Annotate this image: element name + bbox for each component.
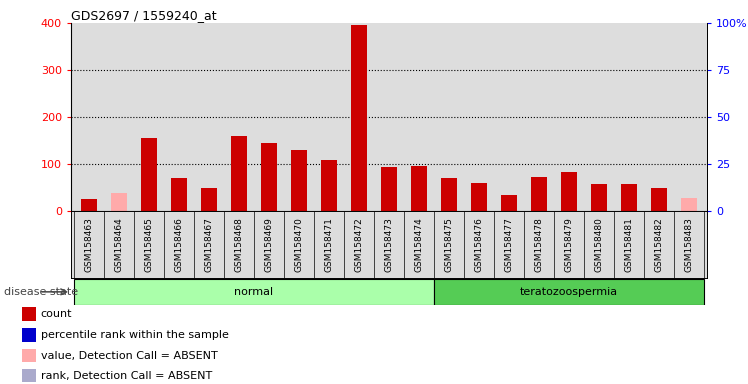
Text: GSM158467: GSM158467	[204, 217, 213, 272]
Bar	[411, 166, 427, 211]
Bar	[81, 199, 97, 211]
Text: GDS2697 / 1559240_at: GDS2697 / 1559240_at	[71, 9, 217, 22]
Text: normal: normal	[234, 287, 274, 297]
Text: GSM158463: GSM158463	[85, 217, 94, 272]
Bar	[22, 307, 36, 321]
Text: GSM158477: GSM158477	[504, 217, 513, 272]
Text: percentile rank within the sample: percentile rank within the sample	[41, 330, 229, 340]
Text: GSM158476: GSM158476	[474, 217, 483, 272]
Text: GSM158465: GSM158465	[144, 217, 153, 272]
Bar	[200, 188, 217, 211]
Bar	[261, 143, 278, 211]
Text: GSM158471: GSM158471	[325, 217, 334, 272]
Bar	[351, 25, 367, 211]
Bar	[171, 178, 187, 211]
Bar	[111, 193, 127, 211]
Text: GSM158480: GSM158480	[595, 217, 604, 272]
Text: GSM158466: GSM158466	[174, 217, 183, 272]
Bar	[231, 136, 248, 211]
Text: GSM158470: GSM158470	[295, 217, 304, 272]
Text: disease state: disease state	[4, 287, 78, 297]
Bar	[22, 328, 36, 342]
Text: GSM158483: GSM158483	[684, 217, 693, 272]
Text: teratozoospermia: teratozoospermia	[520, 287, 618, 297]
Text: GSM158473: GSM158473	[384, 217, 393, 272]
FancyBboxPatch shape	[74, 279, 434, 305]
Text: GSM158475: GSM158475	[444, 217, 453, 272]
Text: rank, Detection Call = ABSENT: rank, Detection Call = ABSENT	[41, 371, 212, 381]
Bar	[500, 195, 517, 211]
Bar	[22, 369, 36, 382]
Bar	[381, 167, 397, 211]
Text: GSM158468: GSM158468	[235, 217, 244, 272]
Text: GSM158474: GSM158474	[414, 217, 423, 272]
Bar	[681, 198, 697, 211]
FancyBboxPatch shape	[434, 279, 704, 305]
Bar	[441, 178, 457, 211]
Text: count: count	[41, 309, 73, 319]
Bar	[591, 184, 607, 211]
Bar	[651, 188, 667, 211]
Text: GSM158464: GSM158464	[114, 217, 123, 272]
Bar	[621, 184, 637, 211]
Text: value, Detection Call = ABSENT: value, Detection Call = ABSENT	[41, 351, 218, 361]
Bar	[291, 150, 307, 211]
Text: GSM158481: GSM158481	[625, 217, 634, 272]
Bar	[321, 161, 337, 211]
Text: GSM158469: GSM158469	[265, 217, 274, 272]
Bar	[530, 177, 547, 211]
Bar	[561, 172, 577, 211]
Bar	[22, 349, 36, 362]
Text: GSM158482: GSM158482	[654, 217, 663, 272]
Text: GSM158478: GSM158478	[534, 217, 543, 272]
Bar	[470, 183, 487, 211]
Text: GSM158479: GSM158479	[565, 217, 574, 272]
Text: GSM158472: GSM158472	[355, 217, 364, 272]
Bar	[141, 138, 157, 211]
